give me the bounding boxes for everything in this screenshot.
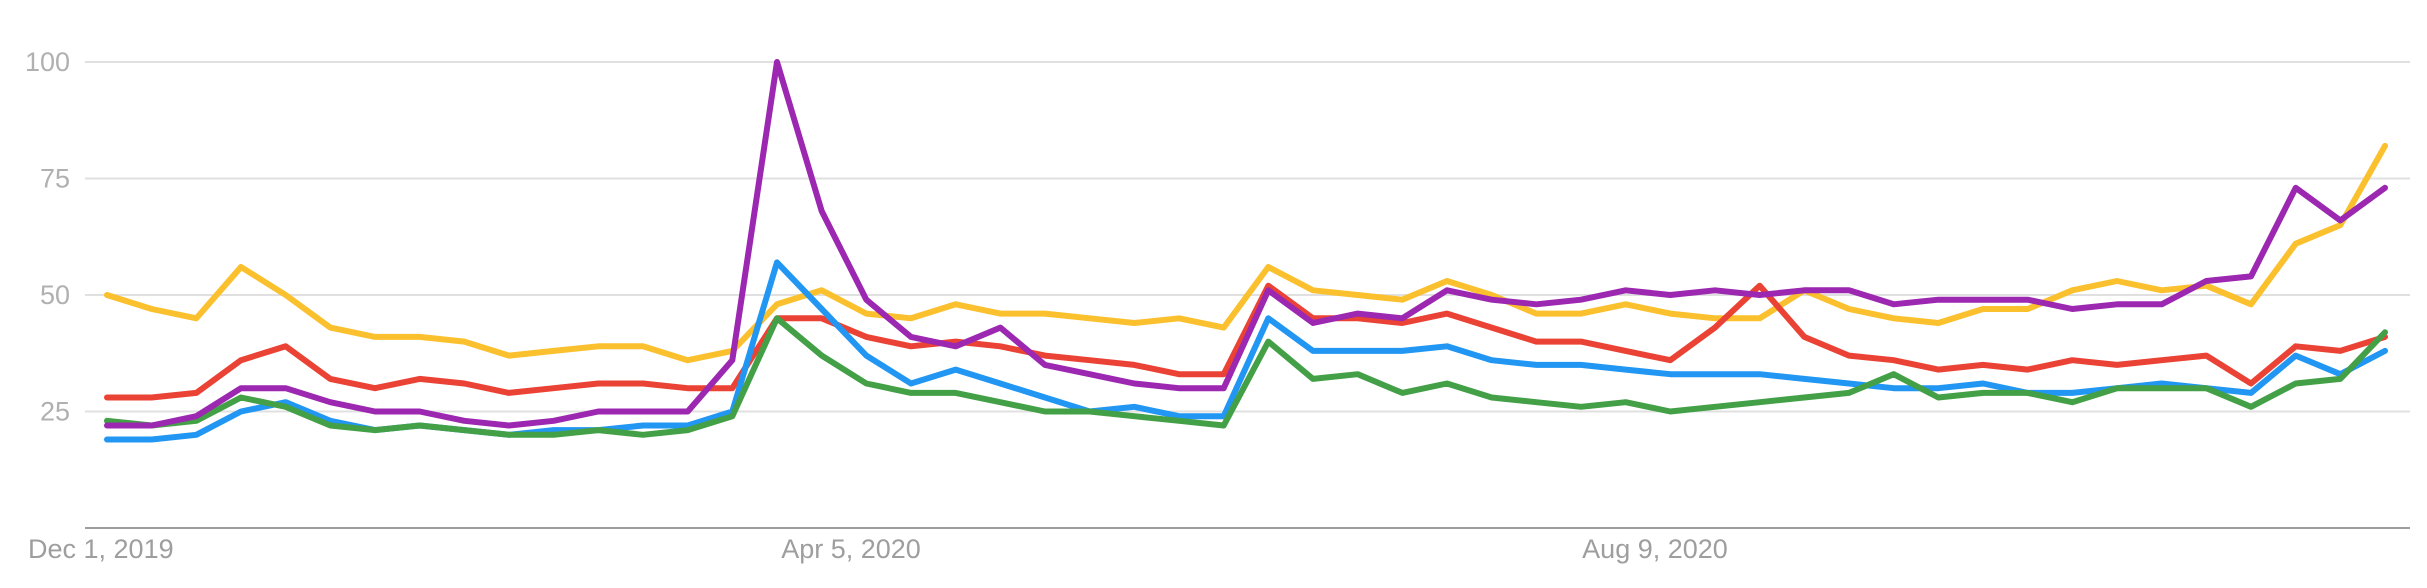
y-axis-tick-labels: 25 50 75 100 xyxy=(25,47,70,427)
x-axis-tick-labels: Dec 1, 2019 Apr 5, 2020 Aug 9, 2020 xyxy=(28,534,1728,564)
y-tick-label: 50 xyxy=(40,280,70,310)
x-tick-label: Aug 9, 2020 xyxy=(1582,534,1728,564)
y-tick-label: 100 xyxy=(25,47,70,77)
series-line-2 xyxy=(104,282,2388,401)
series-line-1 xyxy=(104,142,2388,364)
x-tick-label: Dec 1, 2019 xyxy=(28,534,174,564)
series-line-5 xyxy=(104,59,2388,429)
x-tick-label: Apr 5, 2020 xyxy=(781,534,921,564)
y-tick-label: 75 xyxy=(40,164,70,194)
series-lines xyxy=(104,59,2388,443)
y-tick-label: 25 xyxy=(40,397,70,427)
series-line-3 xyxy=(104,259,2388,443)
gridlines xyxy=(85,61,2410,413)
series-line-4 xyxy=(104,315,2388,438)
